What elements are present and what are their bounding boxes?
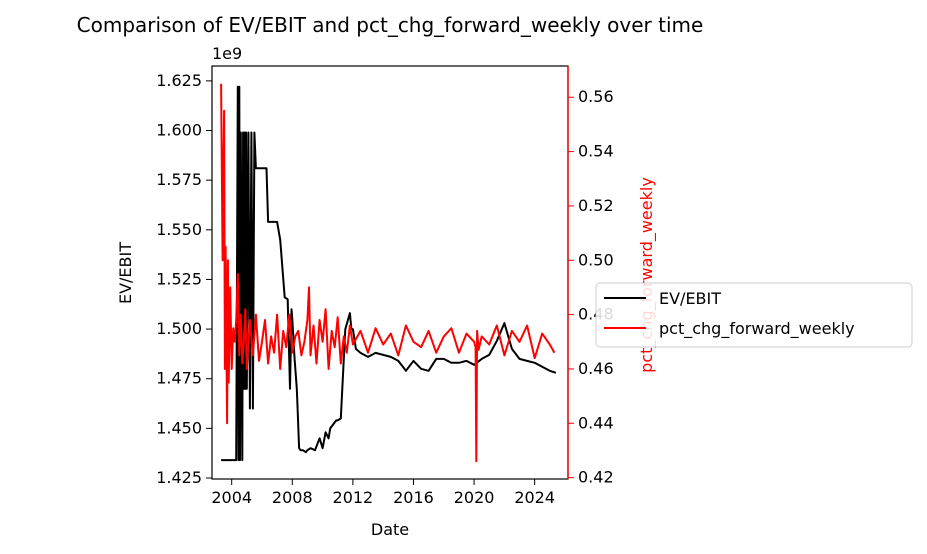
x-tick-label: 2016 (393, 488, 434, 507)
left-y-axis-label: EV/EBIT (116, 242, 135, 304)
x-axis: 2004 2008 2012 2016 2020 2024 (211, 479, 555, 507)
right-y-tick-label: 0.50 (578, 250, 614, 269)
left-y-axis: 1.425 1.450 1.475 1.500 1.525 1.550 1.575 1.600… (156, 71, 212, 487)
right-y-tick-label: 0.46 (578, 359, 614, 378)
right-y-tick-label: 0.56 (578, 87, 614, 106)
x-axis-label: Date (371, 520, 409, 539)
left-y-tick-label: 1.450 (156, 418, 202, 437)
left-y-tick-label: 1.550 (156, 220, 202, 239)
legend-frame (595, 282, 913, 348)
x-tick-label: 2008 (272, 488, 313, 507)
x-tick-label: 2004 (211, 488, 252, 507)
plot-area (220, 83, 557, 463)
chart-title: Comparison of EV/EBIT and pct_chg_forwar… (77, 13, 704, 37)
left-y-tick-label: 1.625 (156, 71, 202, 90)
right-y-axis: 0.420.440.460.480.500.520.540.56 (568, 87, 614, 487)
right-y-tick-label: 0.42 (578, 468, 614, 487)
x-tick-label: 2012 (333, 488, 374, 507)
x-tick-label: 2024 (514, 488, 555, 507)
right-y-tick-label: 0.44 (578, 413, 614, 432)
left-y-tick-label: 1.575 (156, 170, 202, 189)
series-line-ev-ebit (221, 85, 557, 462)
right-y-tick-label: 0.52 (578, 196, 614, 215)
x-tick-label: 2020 (454, 488, 495, 507)
left-y-tick-label: 1.475 (156, 369, 202, 388)
plot-frame (211, 65, 569, 480)
legend: EV/EBIT pct_chg_forward_weekly (595, 282, 913, 348)
left-y-tick-label: 1.600 (156, 121, 202, 140)
left-y-tick-label: 1.425 (156, 468, 202, 487)
right-y-tick-label: 0.54 (578, 142, 614, 161)
left-y-tick-label: 1.525 (156, 269, 202, 288)
series-line-pct-chg-forward-weekly (220, 83, 556, 463)
legend-label-pct-chg: pct_chg_forward_weekly (659, 319, 855, 339)
legend-label-ev-ebit: EV/EBIT (659, 289, 721, 308)
left-y-tick-label: 1.500 (156, 319, 202, 338)
left-offset-text: 1e9 (212, 44, 242, 63)
